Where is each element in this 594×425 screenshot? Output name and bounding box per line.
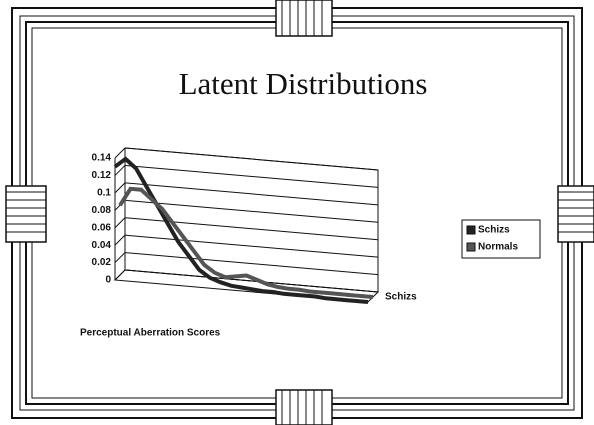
legend-label: Schizs	[478, 225, 510, 236]
y-tick-label: 0.14	[92, 153, 112, 164]
y-tick-label: 0	[105, 275, 111, 286]
y-tick-label: 0.06	[92, 222, 112, 233]
legend-swatch	[467, 243, 475, 251]
y-tick-label: 0.12	[92, 170, 112, 181]
y-tick-label: 0.1	[97, 187, 111, 198]
y-tick-label: 0.02	[92, 257, 112, 268]
chart-title: Latent Distributions	[179, 66, 428, 101]
depth-axis-label: Schizs	[385, 292, 417, 303]
y-tick-label: 0.08	[92, 205, 112, 216]
slide: Latent Distributions Perceptual Aberrati…	[0, 0, 594, 425]
legend-label: Normals	[478, 242, 518, 253]
y-tick-label: 0.04	[92, 240, 112, 251]
legend-swatch	[467, 226, 475, 234]
background	[0, 0, 594, 425]
x-axis-label: Perceptual Aberration Scores	[80, 328, 221, 339]
